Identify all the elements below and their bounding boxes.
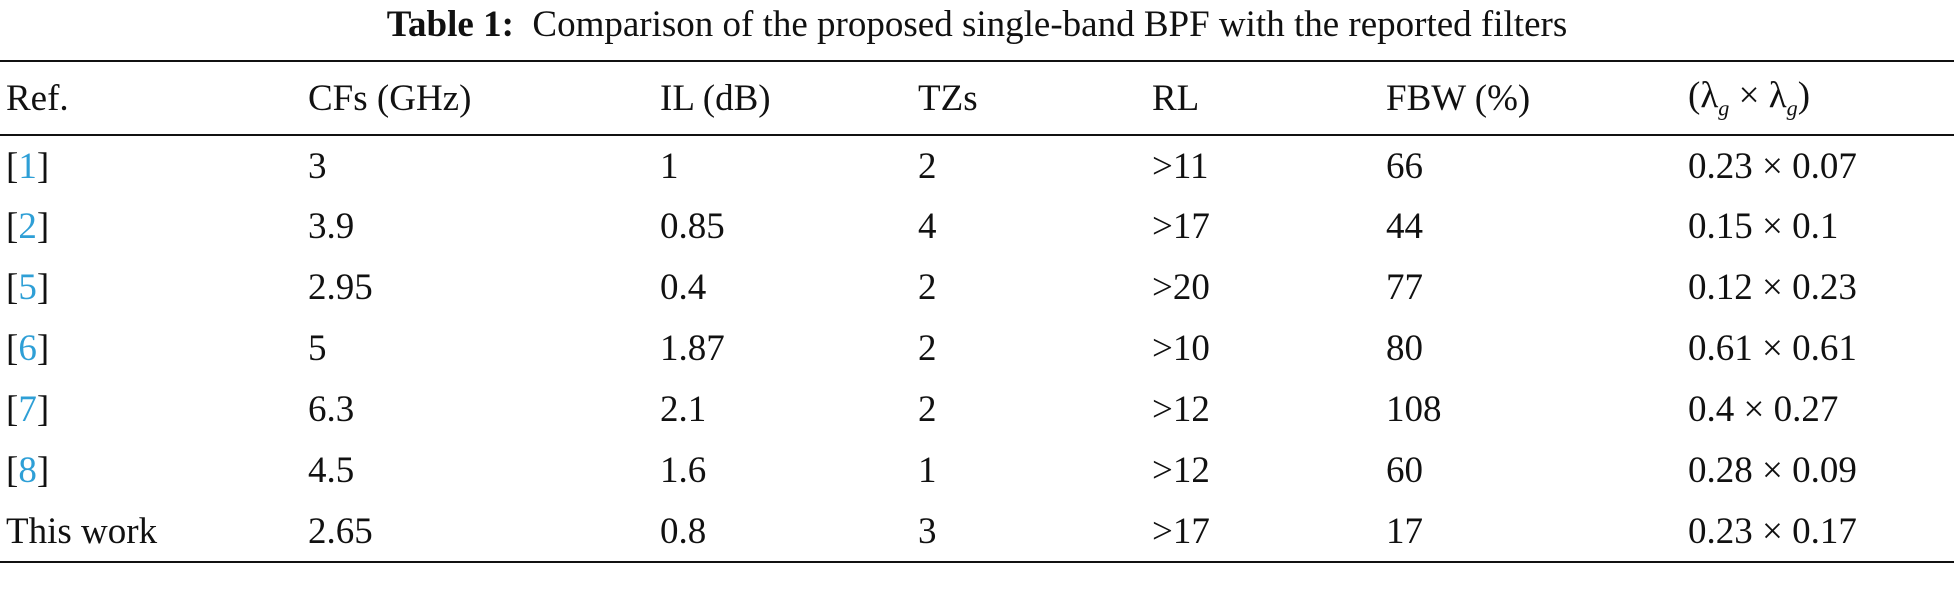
table-cell: 66 <box>1386 145 1423 187</box>
table-cell: >17 <box>1152 206 1210 247</box>
table-cell: >11 <box>1152 145 1209 187</box>
table-cell: 5 <box>308 328 327 369</box>
table-cell: 17 <box>1386 510 1423 552</box>
table-cell: 0.85 <box>660 206 725 247</box>
table-cell: 2 <box>918 389 937 430</box>
ref-cell: [6] <box>6 328 50 369</box>
table-row: [1] 3 1 2 >11 66 0.23 × 0.07 <box>0 135 1954 196</box>
table-cell: 77 <box>1386 267 1423 308</box>
table-cell: >12 <box>1152 450 1210 491</box>
header-cell: TZs <box>918 77 978 119</box>
table-cell: 60 <box>1386 450 1423 491</box>
caption: Table 1: Comparison of the proposed sing… <box>0 0 1954 60</box>
table-cell: 1 <box>918 450 937 491</box>
table-cell: 1.87 <box>660 328 725 369</box>
table-cell: 0.23 × 0.07 <box>1688 145 1857 187</box>
table-cell: >12 <box>1152 389 1210 430</box>
table-cell: 3 <box>918 510 937 552</box>
caption-text: Comparison of the proposed single-band B… <box>532 4 1568 45</box>
header-cell: FBW (%) <box>1386 77 1531 119</box>
comparison-table: Ref. CFs (GHz) IL (dB) TZs RL FBW (%) (λg × λg… <box>0 60 1954 563</box>
table-row: [5] 2.95 0.4 2 >20 77 0.12 × 0.23 <box>0 257 1954 318</box>
ref-cell: [7] <box>6 389 50 430</box>
ref-cell: [8] <box>6 450 50 491</box>
table-cell: 0.23 × 0.17 <box>1688 510 1857 552</box>
header-cell: Ref. <box>6 77 69 119</box>
header-cell: IL (dB) <box>660 77 771 119</box>
table-cell: 0.8 <box>660 510 707 552</box>
table-cell: 0.28 × 0.09 <box>1688 450 1857 491</box>
table-row: [8] 4.5 1.6 1 >12 60 0.28 × 0.09 <box>0 440 1954 501</box>
table-cell: 1 <box>660 145 679 187</box>
table-cell: 1.6 <box>660 450 707 491</box>
header-cell: (λg × λg) <box>1688 75 1811 121</box>
ref-cell: [2] <box>6 206 50 247</box>
table-cell: >17 <box>1152 510 1210 552</box>
table-row: [7] 6.3 2.1 2 >12 108 0.4 × 0.27 <box>0 379 1954 440</box>
table-cell: 2.65 <box>308 510 373 552</box>
ref-cell: [1] <box>6 145 50 187</box>
table-cell: 0.4 × 0.27 <box>1688 389 1839 430</box>
header-row: Ref. CFs (GHz) IL (dB) TZs RL FBW (%) (λg × λg… <box>0 61 1954 135</box>
table-cell: 4.5 <box>308 450 355 491</box>
header-cell: RL <box>1152 77 1200 119</box>
table-cell: 0.61 × 0.61 <box>1688 328 1857 369</box>
table-cell: 0.12 × 0.23 <box>1688 267 1857 308</box>
caption-label: Table 1: <box>386 4 514 45</box>
table-row: This work 2.65 0.8 3 >17 17 0.23 × 0.17 <box>0 501 1954 562</box>
table-cell: 3.9 <box>308 206 355 247</box>
table-row: [2] 3.9 0.85 4 >17 44 0.15 × 0.1 <box>0 196 1954 257</box>
table-cell: 2 <box>918 267 937 308</box>
table-cell: 2.1 <box>660 389 707 430</box>
header-cell: CFs (GHz) <box>308 77 472 119</box>
ref-cell: This work <box>6 510 158 552</box>
table-cell: 80 <box>1386 328 1423 369</box>
table-cell: 0.4 <box>660 267 707 308</box>
table-cell: 0.15 × 0.1 <box>1688 206 1839 247</box>
table-cell: 2 <box>918 328 937 369</box>
table-cell: 2.95 <box>308 267 373 308</box>
table-cell: >10 <box>1152 328 1210 369</box>
table-row: [6] 5 1.87 2 >10 80 0.61 × 0.61 <box>0 318 1954 379</box>
ref-cell: [5] <box>6 267 50 308</box>
table-cell: 2 <box>918 145 937 187</box>
table-cell: 4 <box>918 206 937 247</box>
table-cell: >20 <box>1152 267 1210 308</box>
table-cell: 6.3 <box>308 389 355 430</box>
table-cell: 44 <box>1386 206 1423 247</box>
table-cell: 3 <box>308 145 327 187</box>
table-cell: 108 <box>1386 389 1442 430</box>
